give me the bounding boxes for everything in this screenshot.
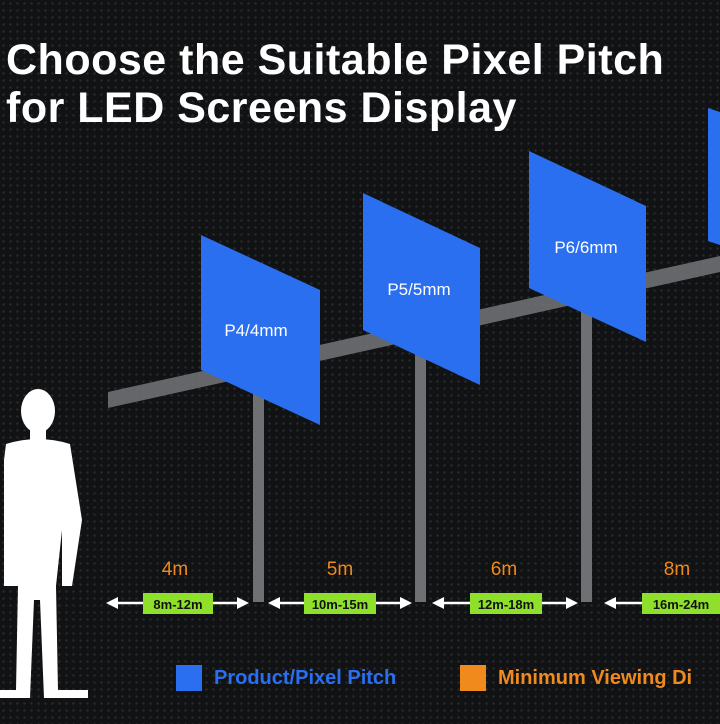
screen-panel-p6 [529,151,646,342]
range-label: 10m-15m [312,597,368,612]
range-box [642,593,720,614]
range-box [470,593,542,614]
legend-viewing-label: Minimum Viewing Di [498,666,693,689]
pole-3 [581,300,592,602]
screen-label-p5: P5/5mm [387,280,450,299]
legend-swatch-blue [176,665,202,691]
pole-2 [415,340,426,602]
screen-panel-p5 [363,193,480,385]
title-line-2: for LED Screens Display [6,84,517,132]
legend-pixel-pitch-label: Product/Pixel Pitch [214,666,397,689]
pole-1 [253,380,264,602]
distance-label: 5m [327,559,353,580]
distance-label: 6m [491,559,517,580]
screen-panel-p4 [201,235,320,425]
title-line-1: Choose the Suitable Pixel Pitch [6,36,665,84]
screen-label-p4: P4/4mm [224,321,287,340]
legend-swatch-orange [460,665,486,691]
range-label: 8m-12m [153,597,202,612]
person-silhouette-icon [0,389,88,698]
range-label: 12m-18m [478,597,534,612]
range-box [143,593,213,614]
range-box [304,593,376,614]
legend-viewing-distance: Minimum Viewing Di [460,660,692,696]
distance-label: 8m [664,559,690,580]
legend-pixel-pitch: Product/Pixel Pitch [176,660,396,696]
distance-label: 4m [162,559,188,580]
range-label: 16m-24m [653,597,709,612]
screen-label-p6: P6/6mm [554,238,617,257]
screen-panel-p8 [708,108,720,245]
